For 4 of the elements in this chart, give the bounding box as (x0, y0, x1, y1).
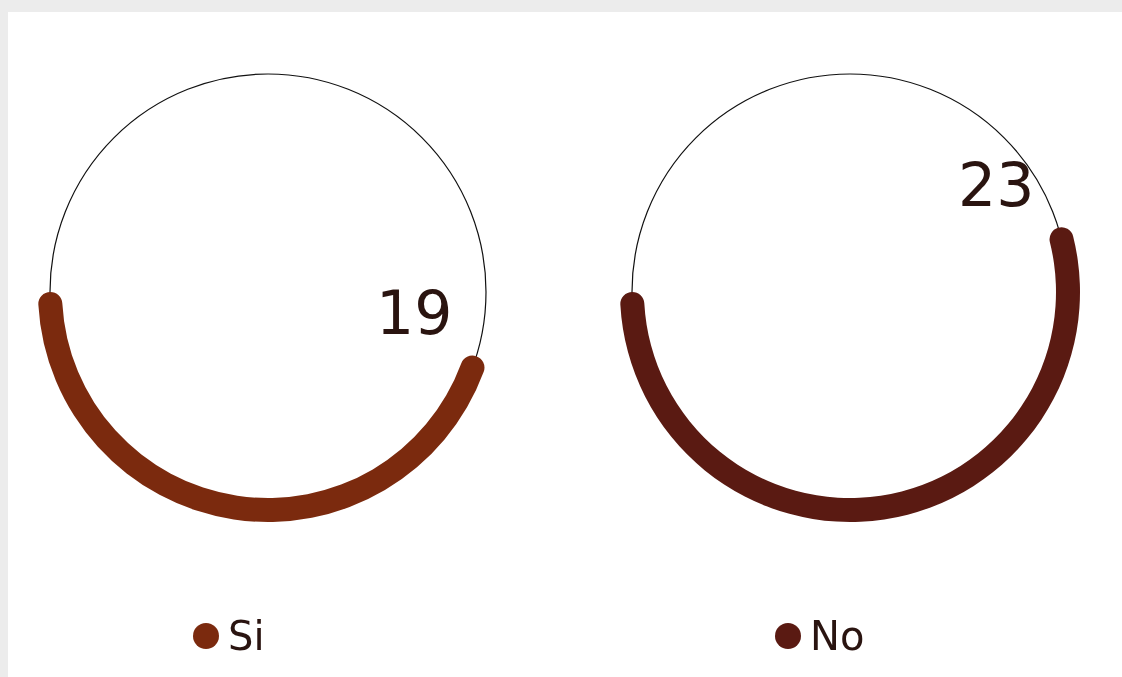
category-label: Si (228, 613, 265, 659)
category-label: No (810, 613, 865, 659)
data-label: 19 (375, 278, 453, 349)
data-label: 23 (957, 149, 1035, 220)
